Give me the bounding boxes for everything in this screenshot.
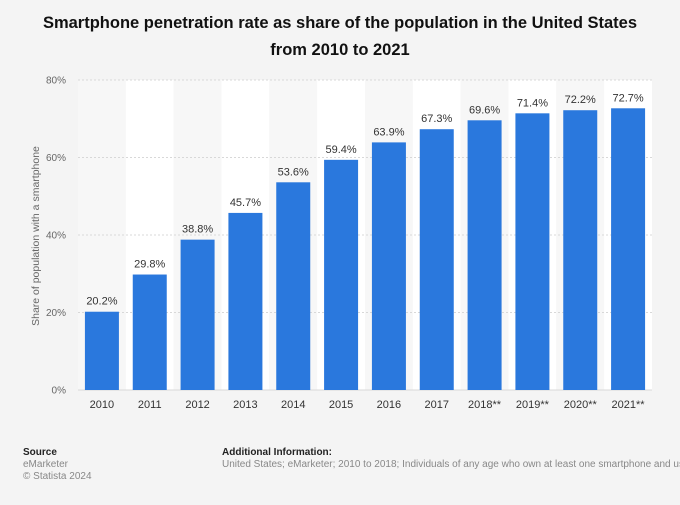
bar <box>371 142 406 390</box>
value-label: 69.6% <box>469 104 500 116</box>
value-label: 53.6% <box>278 166 309 178</box>
source-heading: Source <box>23 447 57 458</box>
info-heading: Additional Information: <box>222 447 332 458</box>
value-label: 20.2% <box>86 296 117 308</box>
value-label: 71.4% <box>517 97 548 109</box>
value-label: 29.8% <box>134 259 165 271</box>
x-tick-label: 2017 <box>425 399 449 411</box>
bar <box>419 129 454 390</box>
value-label: 63.9% <box>373 126 404 138</box>
bar-chart: 0% 20% 40% 60% 80% 20.2% 29.8% 38.8% 45.7% 53.6%… <box>30 76 652 411</box>
x-tick-label: 2013 <box>233 399 257 411</box>
bar <box>180 239 215 390</box>
bar <box>132 274 167 390</box>
x-tick-label: 2011 <box>138 399 162 411</box>
x-tick-label: 2012 <box>185 399 209 411</box>
x-tick-label: 2020** <box>564 399 598 411</box>
bar <box>276 182 311 390</box>
x-tick-label: 2021** <box>612 399 646 411</box>
bar <box>515 113 550 390</box>
x-tick-label: 2010 <box>90 399 114 411</box>
value-label: 45.7% <box>230 197 261 209</box>
value-label: 72.2% <box>565 94 596 106</box>
bar <box>324 159 359 390</box>
x-tick-label: 2014 <box>281 399 305 411</box>
bars <box>84 108 646 391</box>
bar <box>563 110 598 390</box>
y-tick-label: 60% <box>46 153 66 164</box>
y-tick-label: 0% <box>52 386 67 397</box>
bar <box>84 311 119 390</box>
value-label: 59.4% <box>325 144 356 156</box>
x-tick-label: 2018** <box>468 399 502 411</box>
value-label: 67.3% <box>421 113 452 125</box>
y-tick-label: 20% <box>46 308 66 319</box>
bar <box>611 108 646 390</box>
x-tick-label: 2016 <box>377 399 401 411</box>
y-tick-label: 80% <box>46 76 66 87</box>
source-name[interactable]: eMarketer <box>23 459 69 470</box>
x-axis-labels: 2010 2011 2012 2013 2014 2015 2016 2017 2018** 20… <box>90 399 646 411</box>
bar <box>467 120 502 391</box>
footer-source: Source eMarketer © Statista 2024 <box>23 447 92 483</box>
footer-additional-info: Additional Information: United States; e… <box>222 447 680 471</box>
x-tick-label: 2015 <box>329 399 353 411</box>
y-axis-ticks: 0% 20% 40% 60% 80% <box>46 76 66 397</box>
chart-title: Smartphone penetration rate as share of … <box>42 14 638 59</box>
value-label: 72.7% <box>612 92 643 104</box>
y-axis-label: Share of population with a smartphone <box>30 146 42 326</box>
gridlines <box>78 79 652 391</box>
x-tick-label: 2019** <box>516 399 550 411</box>
value-label: 38.8% <box>182 224 213 236</box>
y-tick-label: 40% <box>46 231 66 242</box>
copyright[interactable]: © Statista 2024 <box>23 471 92 482</box>
bar <box>228 212 263 390</box>
value-labels: 20.2% 29.8% 38.8% 45.7% 53.6% 59.4% 63.9% 67.3%… <box>86 92 644 307</box>
info-text: United States; eMarketer; 2010 to 2018; … <box>222 459 680 470</box>
